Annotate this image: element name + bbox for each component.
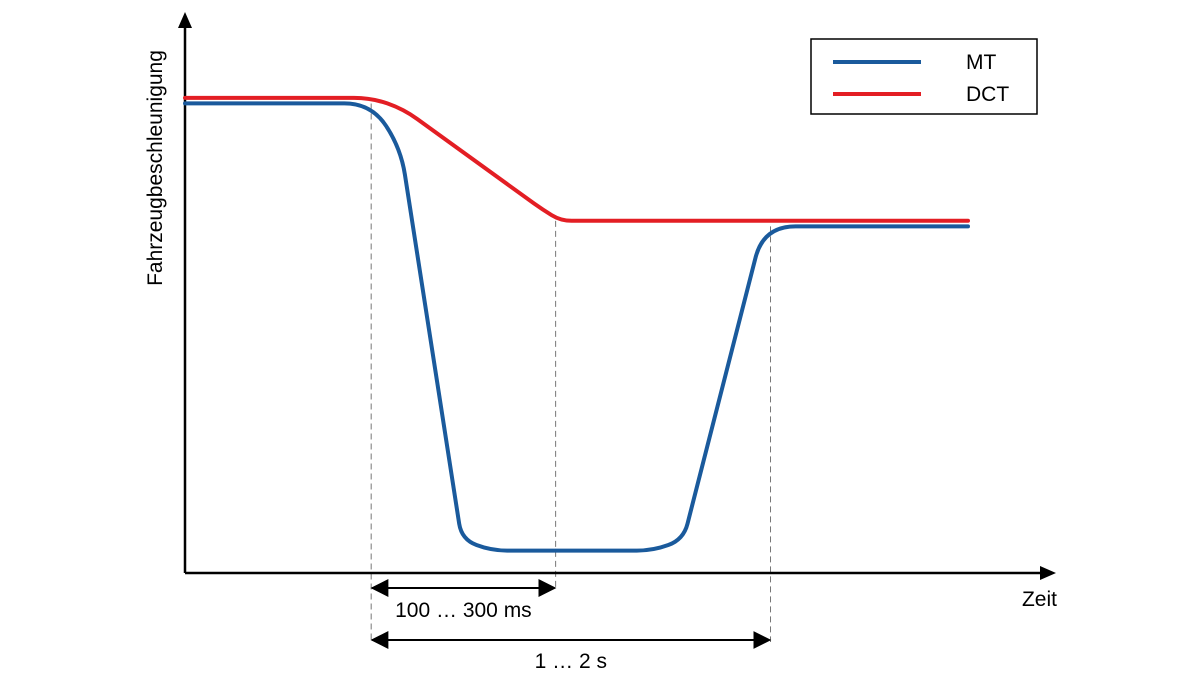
guide-lines bbox=[370, 103, 772, 642]
x-axis-label: Zeit bbox=[1022, 588, 1057, 611]
series-line-mt bbox=[183, 101, 970, 553]
duration-label-1: 100 … 300 ms bbox=[395, 599, 532, 622]
y-axis-arrow bbox=[178, 12, 192, 28]
legend: MT DCT bbox=[810, 38, 1038, 115]
annotations: 100 … 300 ms 1 … 2 s bbox=[370, 579, 772, 673]
duration-label-2: 1 … 2 s bbox=[535, 650, 607, 673]
x-axis-arrow bbox=[1040, 566, 1056, 580]
y-axis-label: Fahrzeugbeschleunigung bbox=[144, 50, 167, 286]
legend-box bbox=[810, 38, 1038, 115]
series-lines bbox=[183, 95, 970, 553]
legend-label-dct: DCT bbox=[966, 83, 1009, 106]
legend-label-mt: MT bbox=[966, 51, 996, 74]
series-line-dct bbox=[183, 95, 970, 223]
